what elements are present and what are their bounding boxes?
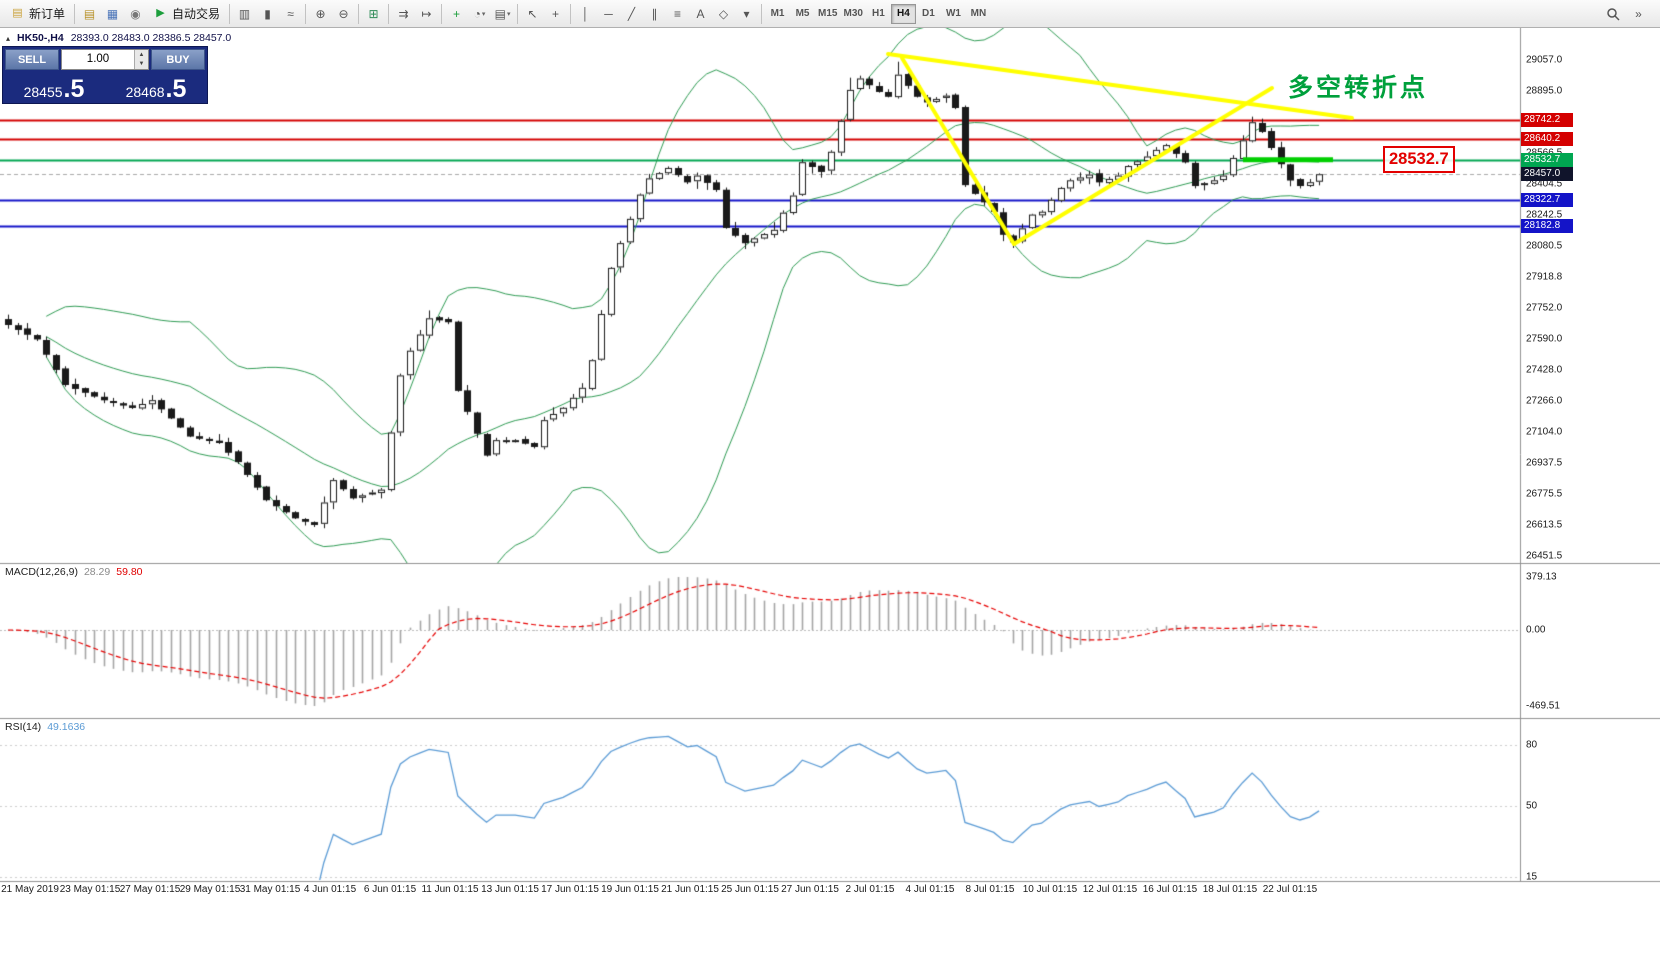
- macd-signal-value: 59.80: [116, 566, 143, 578]
- macd-name: MACD(12,26,9): [5, 566, 78, 578]
- volume-spinner[interactable]: ▲ ▼: [134, 50, 148, 69]
- timeframe-m15[interactable]: M15: [815, 4, 840, 24]
- timeframe-m30[interactable]: M30: [840, 4, 865, 24]
- horizontal-line-icon[interactable]: ─: [597, 3, 620, 25]
- toolbar-separator: [761, 3, 763, 24]
- toolbar-icon-groups: ▥ ▮ ≈ ⊕ ⊖ ⊞ ⇉ ↦ + ◔ ▾ ▤ ▾ ↖ + │ ─ ╱ ∥ ≡ A ◇ ▾: [233, 3, 765, 25]
- sell-price-frac: .5: [63, 74, 85, 103]
- chevron-down-icon: ▾: [506, 10, 511, 18]
- auto-scroll-icon[interactable]: ⇉: [392, 3, 415, 25]
- timeframe-h4[interactable]: H4: [890, 3, 916, 24]
- arrows-icon[interactable]: ◇: [712, 3, 735, 25]
- bar-chart-icon[interactable]: ▥: [233, 3, 256, 25]
- vertical-line-icon[interactable]: │: [574, 3, 597, 25]
- toolbar-group: │ ─ ╱ ∥ ≡ A ◇ ▾: [574, 3, 758, 25]
- symbol-period-label: HK50-,H4: [17, 32, 64, 44]
- rsi-value: 49.1636: [47, 721, 86, 733]
- zoom-in-icon[interactable]: ⊕: [309, 3, 332, 25]
- new-order-label: 新订单: [29, 7, 66, 21]
- candlestick-chart-icon[interactable]: ▮: [256, 3, 279, 25]
- trendline-icon[interactable]: ╱: [620, 3, 643, 25]
- timeframe-m5[interactable]: M5: [790, 4, 815, 24]
- toolbar-separator: [388, 3, 390, 24]
- rsi-label: RSI(14) 49.1636: [5, 721, 85, 733]
- toolbar-separator: [229, 3, 231, 24]
- alerts-icon[interactable]: ◉: [124, 3, 147, 25]
- toolbar-group: ↖ +: [521, 3, 567, 25]
- buy-price[interactable]: 28468 .5: [105, 72, 207, 103]
- toolbar-separator: [570, 3, 572, 24]
- auto-trading-play-icon: ▶: [156, 7, 165, 19]
- sell-price-main: 28455: [23, 83, 63, 100]
- chart-shift-icon[interactable]: ↦: [415, 3, 438, 25]
- macd-main-value: 28.29: [83, 566, 111, 578]
- timeframe-m1[interactable]: M1: [765, 4, 790, 24]
- toolbar-separator: [358, 3, 360, 24]
- chart-title: ▴ HK50-,H4 28393.0 28483.0 28386.5 28457…: [6, 32, 231, 44]
- toolbar-group: ▥ ▮ ≈: [233, 3, 302, 25]
- timeframe-w1[interactable]: W1: [941, 4, 966, 24]
- charts-grid-icon[interactable]: ▤: [78, 3, 101, 25]
- rsi-name: RSI(14): [5, 721, 42, 733]
- auto-trading-button[interactable]: ▶ 自动交易: [147, 3, 226, 25]
- toolbar-separator: [74, 3, 76, 24]
- collapse-icon[interactable]: ▴: [6, 33, 11, 43]
- annotation-text[interactable]: 多空转折点: [1288, 74, 1429, 102]
- shapes-caret-icon[interactable]: ▾: [735, 3, 758, 25]
- channel-icon[interactable]: ∥: [643, 3, 666, 25]
- sell-price[interactable]: 28455 .5: [3, 72, 105, 103]
- auto-trading-label: 自动交易: [172, 7, 221, 21]
- volume-input[interactable]: 1.00 ▲ ▼: [61, 49, 149, 70]
- periods-icon[interactable]: ◔ ▾: [468, 3, 491, 25]
- toolbar-group: ⊞: [362, 3, 385, 25]
- timeframe-group: M1 M5 M15 M30 H1 H4 D1 W1 MN: [765, 3, 991, 24]
- ohlc-values: 28393.0 28483.0 28386.5 28457.0: [70, 32, 232, 44]
- chart-canvas[interactable]: [0, 28, 1660, 955]
- toolbar-overflow-icon[interactable]: »: [1627, 3, 1650, 25]
- trade-panel-prices: 28455 .5 28468 .5: [3, 72, 207, 103]
- buy-price-main: 28468: [125, 83, 165, 100]
- spinner-up-icon[interactable]: ▲: [135, 50, 148, 60]
- spinner-down-icon[interactable]: ▼: [135, 59, 148, 69]
- indicators-icon[interactable]: +: [445, 3, 468, 25]
- toolbar-group: + ◔ ▾ ▤ ▾: [445, 3, 514, 25]
- crosshair-icon[interactable]: +: [544, 3, 567, 25]
- chevron-down-icon: ▾: [481, 10, 486, 18]
- toolbar-separator: [305, 3, 307, 24]
- volume-value: 1.00: [86, 53, 110, 65]
- new-order-icon: ▤: [12, 7, 23, 19]
- templates-icon[interactable]: ▤ ▾: [491, 3, 514, 25]
- line-chart-icon[interactable]: ≈: [279, 3, 302, 25]
- toolbar-separator: [517, 3, 519, 24]
- toolbar-group: ⇉ ↦: [392, 3, 438, 25]
- timeframe-h1[interactable]: H1: [866, 4, 891, 24]
- new-order-button[interactable]: ▤ 新订单: [4, 3, 71, 25]
- toolbar-group: ⊕ ⊖: [309, 3, 355, 25]
- search-icon[interactable]: [1601, 3, 1624, 25]
- sell-button[interactable]: SELL: [5, 49, 59, 70]
- buy-button[interactable]: BUY: [151, 49, 205, 70]
- trade-panel-top-row: SELL 1.00 ▲ ▼ BUY: [3, 47, 207, 72]
- macd-label: MACD(12,26,9) 28.29 59.80: [5, 566, 143, 578]
- zoom-out-icon[interactable]: ⊖: [332, 3, 355, 25]
- cursor-icon[interactable]: ↖: [521, 3, 544, 25]
- fibonacci-icon[interactable]: ≡: [666, 3, 689, 25]
- timeframe-mn[interactable]: MN: [966, 4, 991, 24]
- tile-windows-icon[interactable]: ⊞: [362, 3, 385, 25]
- buy-price-frac: .5: [165, 74, 187, 103]
- text-icon[interactable]: A: [689, 3, 712, 25]
- window-icon-group: ▤ ▦ ◉: [78, 3, 147, 25]
- main-toolbar: ▤ 新订单 ▤ ▦ ◉ ▶ 自动交易 ▥ ▮ ≈ ⊕ ⊖ ⊞ ⇉ ↦ + ◔ ▾ ▤ ▾ ↖ + │ ─ ╱ ∥ ≡ A ◇ ▾…: [0, 0, 1660, 28]
- one-click-trading-panel: SELL 1.00 ▲ ▼ BUY 28455 .5 28468 .5: [2, 46, 208, 104]
- toolbar-right-group: »: [1601, 3, 1656, 25]
- timeframe-d1[interactable]: D1: [916, 4, 941, 24]
- profiles-icon[interactable]: ▦: [101, 3, 124, 25]
- toolbar-separator: [441, 3, 443, 24]
- price-callout-box[interactable]: 28532.7: [1383, 146, 1455, 173]
